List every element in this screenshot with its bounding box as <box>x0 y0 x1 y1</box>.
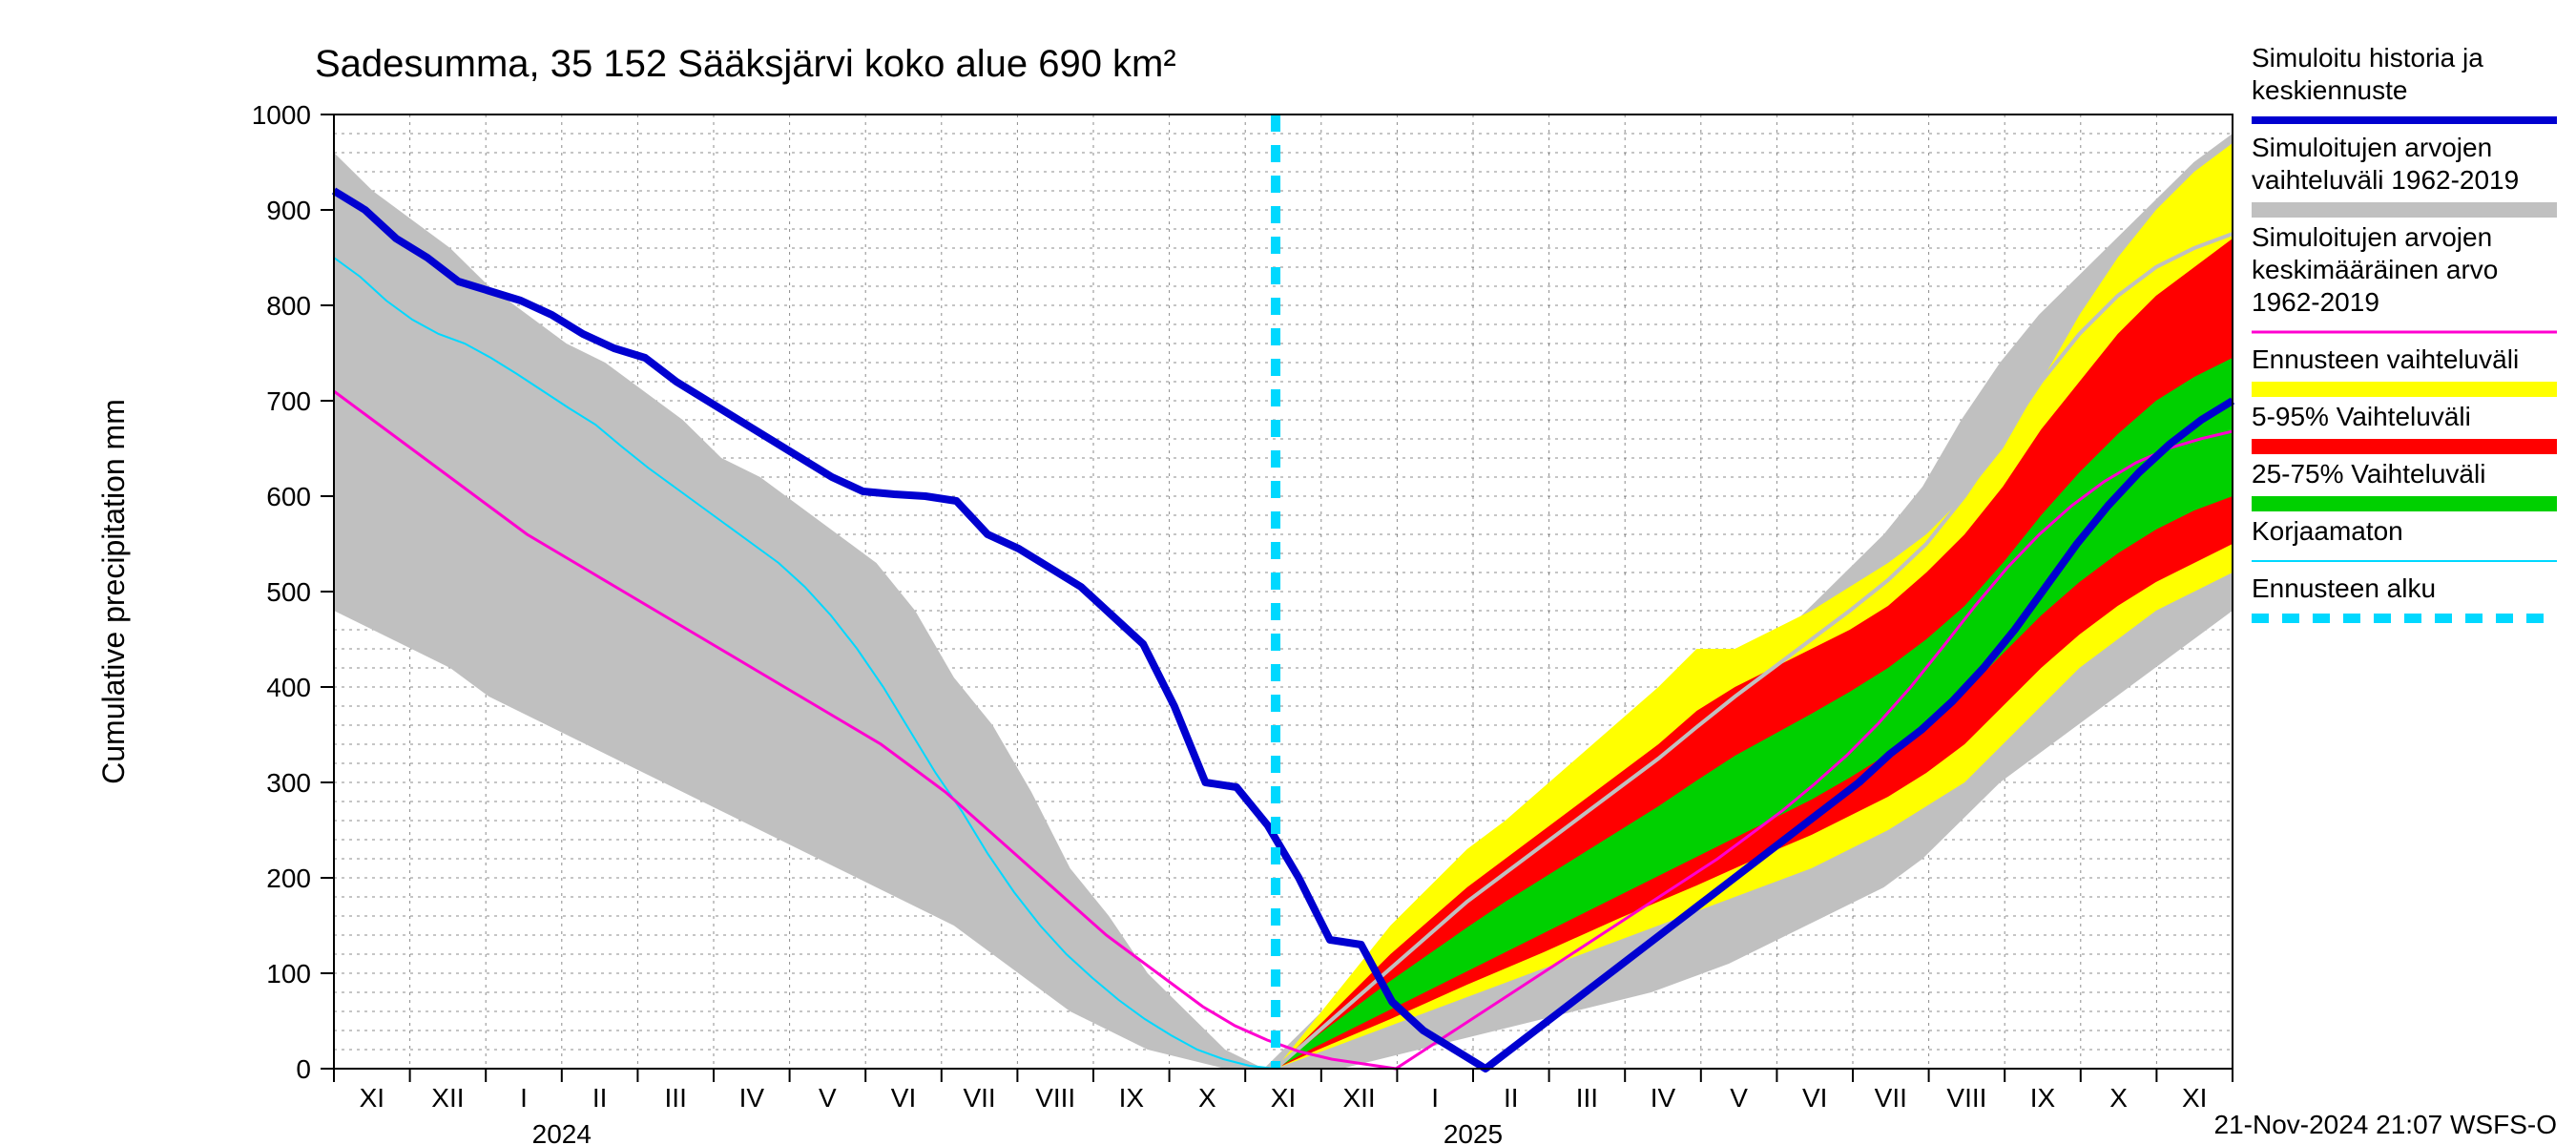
x-month-label: X <box>1198 1083 1216 1113</box>
legend-label: keskimääräinen arvo <box>2252 255 2498 284</box>
x-month-label: XI <box>1271 1083 1296 1113</box>
legend-swatch <box>2252 382 2557 397</box>
legend-swatch <box>2252 439 2557 454</box>
y-tick-label: 1000 <box>252 100 311 130</box>
x-month-label: VI <box>891 1083 916 1113</box>
x-month-label: I <box>1431 1083 1439 1113</box>
x-month-label: II <box>592 1083 608 1113</box>
x-month-label: I <box>520 1083 528 1113</box>
x-month-label: V <box>1730 1083 1748 1113</box>
x-year-label: 2025 <box>1444 1119 1503 1145</box>
chart-footer: 21-Nov-2024 21:07 WSFS-O <box>2214 1110 2558 1139</box>
legend-label: Simuloitu historia ja <box>2252 43 2483 73</box>
x-month-label: III <box>1576 1083 1598 1113</box>
y-tick-label: 0 <box>296 1054 311 1084</box>
legend-label: keskiennuste <box>2252 75 2407 105</box>
legend-label: Ennusteen vaihteluväli <box>2252 344 2519 374</box>
y-tick-label: 100 <box>266 959 311 989</box>
chart-title: Sadesumma, 35 152 Sääksjärvi koko alue 6… <box>315 43 1176 85</box>
legend-label: Simuloitujen arvojen <box>2252 222 2492 252</box>
x-month-label: XII <box>1342 1083 1375 1113</box>
legend-label: Simuloitujen arvojen <box>2252 133 2492 162</box>
x-month-label: IX <box>2030 1083 2056 1113</box>
x-month-label: VI <box>1802 1083 1827 1113</box>
x-month-label: IV <box>1651 1083 1676 1113</box>
legend-label: Ennusteen alku <box>2252 573 2436 603</box>
x-month-label: XI <box>360 1083 384 1113</box>
precipitation-chart: 01002003004005006007008009001000XIXIIIII… <box>0 0 2576 1145</box>
legend-label: 5-95% Vaihteluväli <box>2252 402 2471 431</box>
chart-container: 01002003004005006007008009001000XIXIIIII… <box>0 0 2576 1145</box>
legend-label: 25-75% Vaihteluväli <box>2252 459 2485 489</box>
x-month-label: VIII <box>1035 1083 1075 1113</box>
y-tick-label: 900 <box>266 196 311 225</box>
x-month-label: X <box>2109 1083 2128 1113</box>
legend-swatch <box>2252 496 2557 511</box>
legend-label: vaihteluväli 1962-2019 <box>2252 165 2519 195</box>
x-month-label: VII <box>963 1083 995 1113</box>
legend-label: 1962-2019 <box>2252 287 2379 317</box>
x-year-label: 2024 <box>532 1119 592 1145</box>
x-month-label: IV <box>739 1083 765 1113</box>
x-month-label: II <box>1504 1083 1519 1113</box>
x-month-label: XI <box>2182 1083 2207 1113</box>
y-tick-label: 500 <box>266 577 311 607</box>
x-month-label: VII <box>1875 1083 1907 1113</box>
x-month-label: V <box>819 1083 837 1113</box>
y-tick-label: 300 <box>266 768 311 798</box>
x-month-label: VIII <box>1946 1083 1986 1113</box>
x-month-label: XII <box>431 1083 464 1113</box>
legend-swatch <box>2252 202 2557 218</box>
y-axis-label: Cumulative precipitation mm <box>96 399 131 784</box>
y-tick-label: 600 <box>266 482 311 511</box>
x-month-label: IX <box>1119 1083 1145 1113</box>
y-tick-label: 700 <box>266 386 311 416</box>
y-tick-label: 400 <box>266 673 311 702</box>
y-tick-label: 200 <box>266 864 311 893</box>
x-month-label: III <box>665 1083 687 1113</box>
legend-label: Korjaamaton <box>2252 516 2403 546</box>
y-tick-label: 800 <box>266 291 311 321</box>
